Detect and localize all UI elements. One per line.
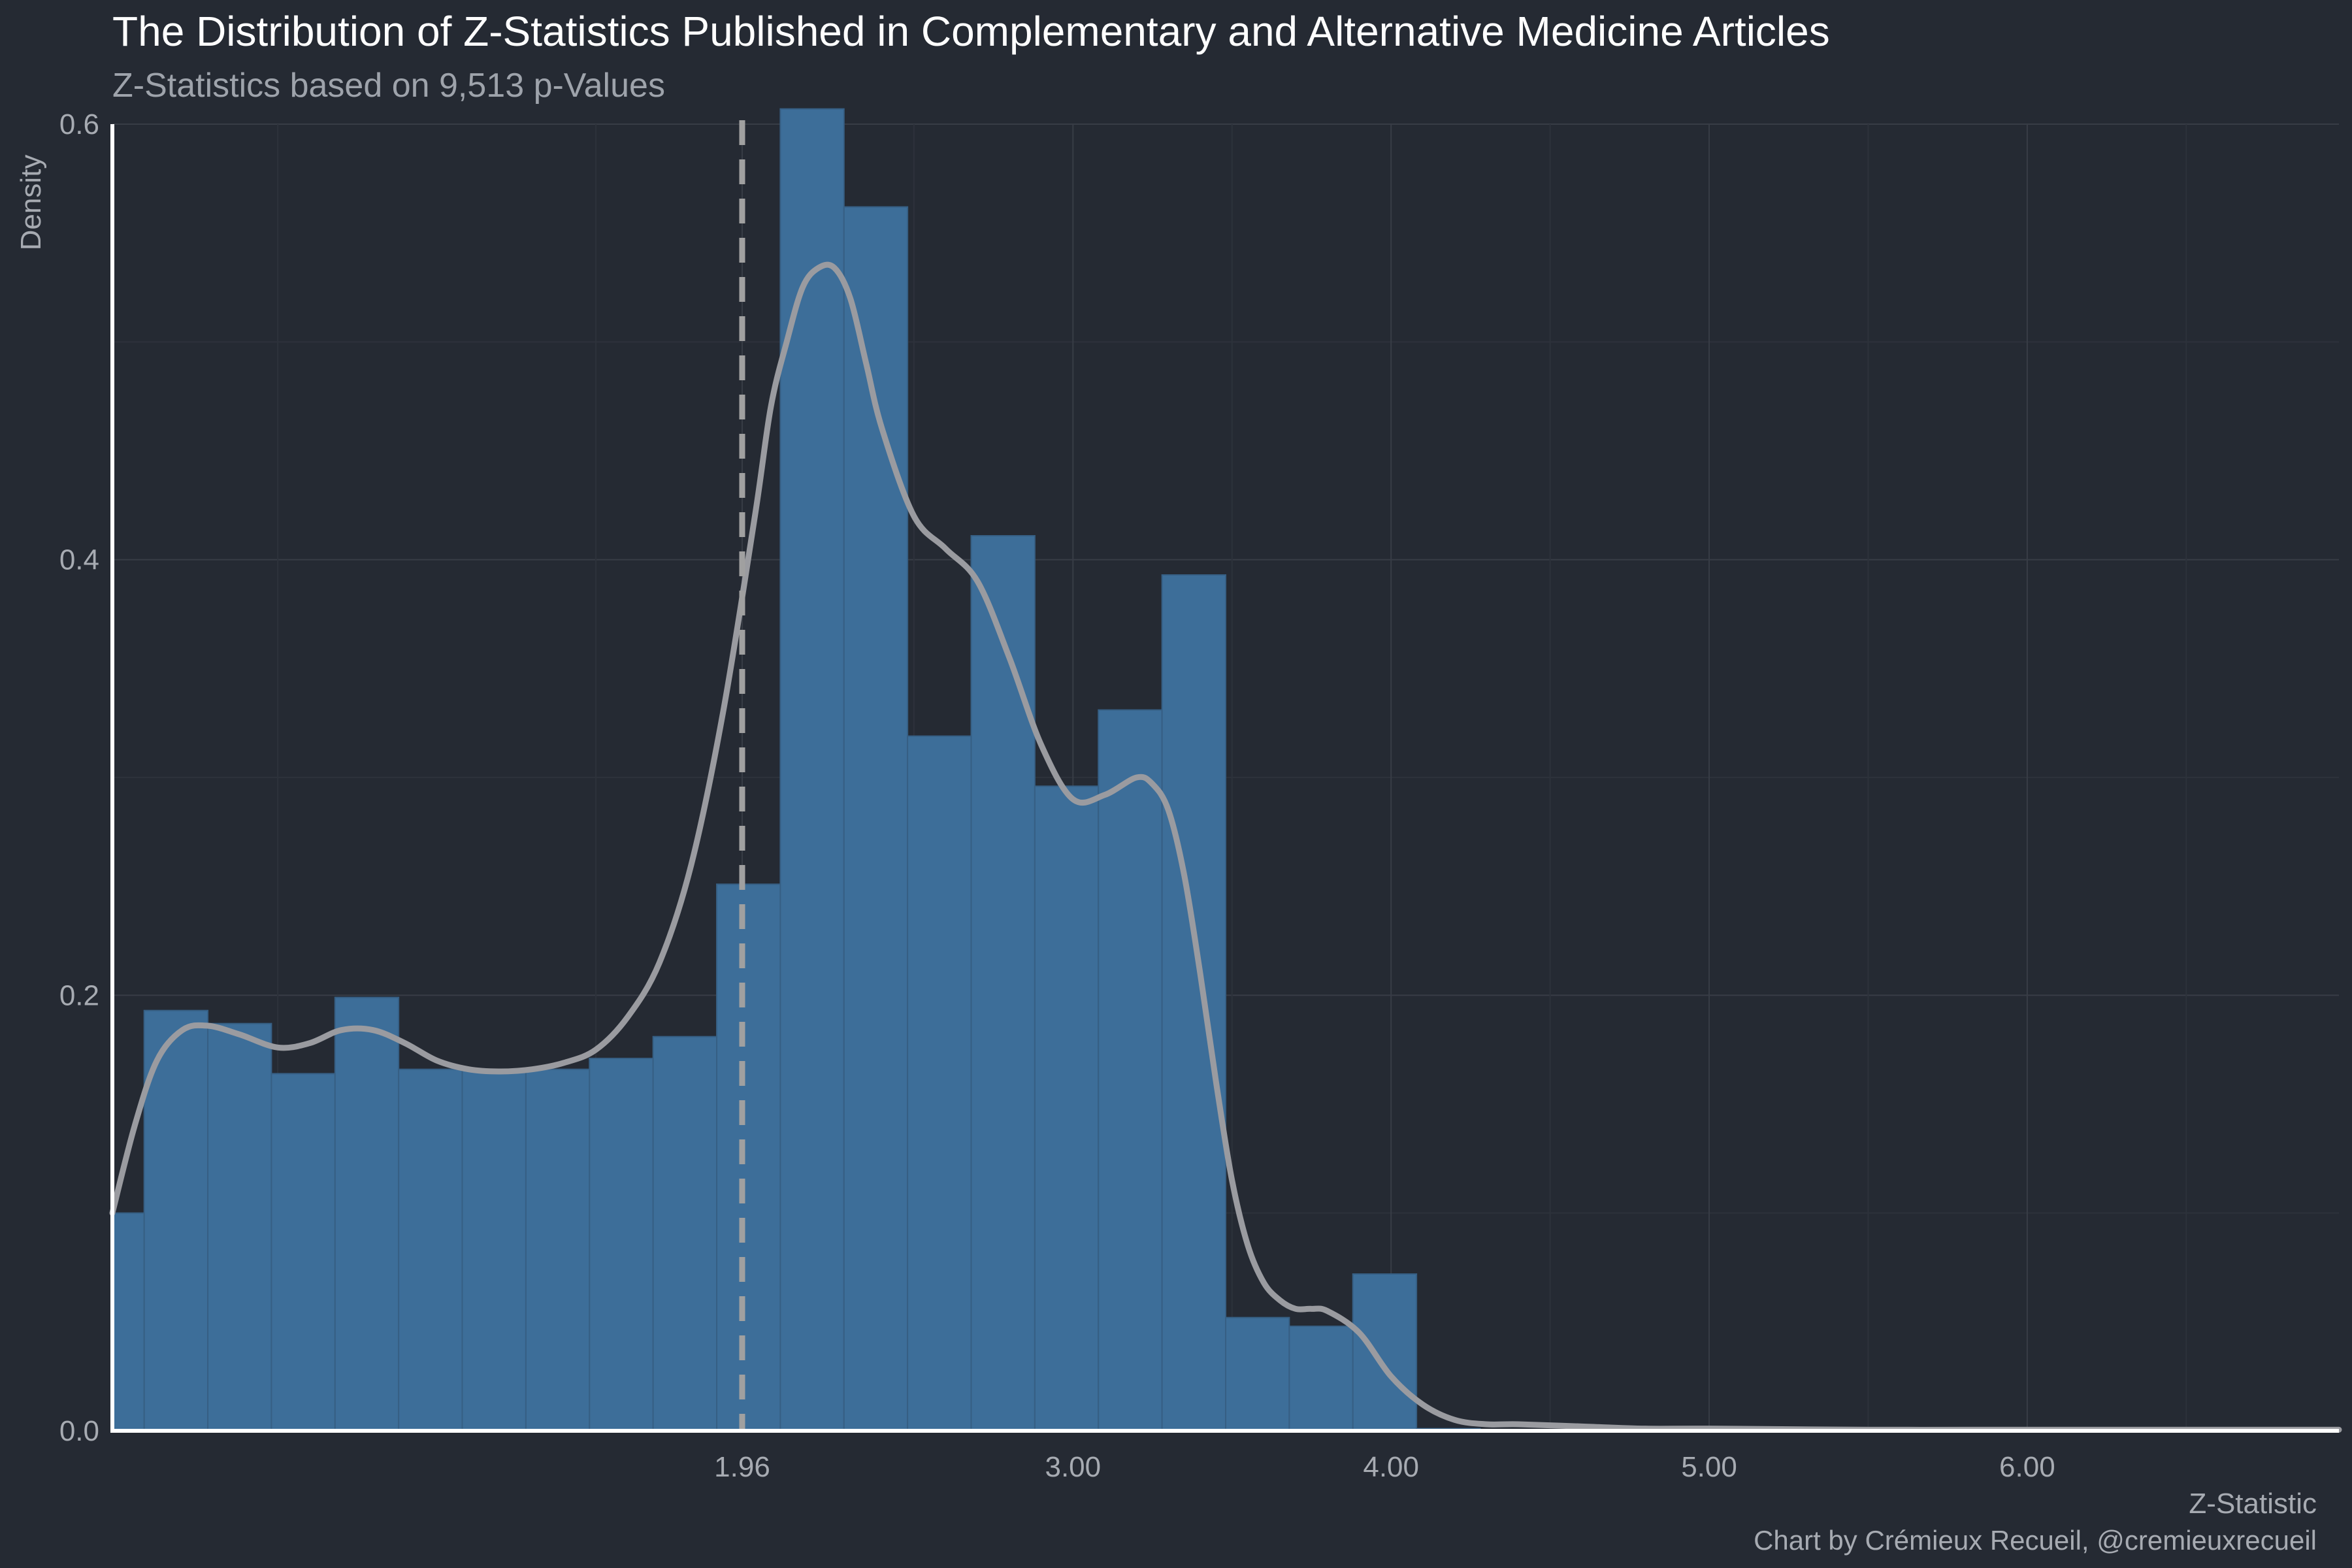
y-tick-label: 0.4 [59,544,99,576]
histogram-bar [589,1058,654,1431]
histogram-bar [907,735,972,1431]
chart-subtitle: Z-Statistics based on 9,513 p-Values [112,67,665,105]
axes [110,124,2339,1433]
histogram-bar [716,883,781,1432]
x-tick-label: 4.00 [1363,1451,1419,1483]
chart-title: The Distribution of Z-Statistics Publish… [112,8,1830,55]
x-tick-label: 6.00 [1999,1451,2055,1483]
histogram-bar [334,996,400,1431]
histogram-bar [461,1068,527,1431]
y-tick-label: 0.6 [59,108,99,140]
x-axis-title: Z-Statistic [2189,1488,2317,1520]
histogram-bar [779,108,845,1432]
histogram-bar [398,1068,463,1431]
x-tick-label: 1.96 [714,1451,770,1483]
x-tick-label: 3.00 [1045,1451,1101,1483]
histogram-bar [843,206,909,1432]
histogram-bar [970,535,1036,1431]
y-axis-title: Density [15,155,47,251]
histogram-bar [207,1022,272,1431]
histogram-bar [1161,574,1226,1431]
histogram-bar [270,1073,336,1432]
y-tick-label: 0.2 [59,979,99,1011]
tick-labels: 1.96 3.00 4.00 5.00 6.00 0.0 0.2 0.4 0.6 [59,108,2055,1483]
y-tick-label: 0.0 [59,1415,99,1447]
histogram-bar [525,1068,591,1431]
x-tick-label: 5.00 [1681,1451,1737,1483]
histogram-bar [1225,1316,1290,1431]
density-curve [109,261,2342,1433]
chart-caption: Chart by Crémieux Recueil, @cremieuxrecu… [1754,1525,2317,1556]
histogram-bar [1288,1326,1354,1431]
histogram-bars [112,108,1481,1432]
density-curve-group [109,261,2342,1433]
histogram-bar [1098,709,1163,1431]
histogram-bar [112,1212,145,1431]
histogram-bar [1034,785,1100,1432]
histogram-bar [1352,1273,1418,1431]
histogram-bar [652,1036,718,1431]
